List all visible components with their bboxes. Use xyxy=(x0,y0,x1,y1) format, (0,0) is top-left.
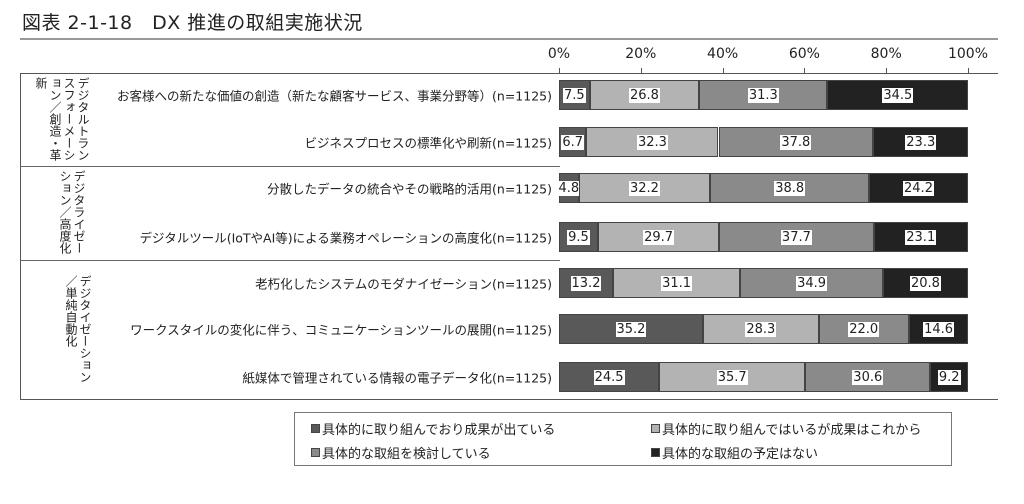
bar-segment: 7.5 xyxy=(559,80,590,110)
category-label: 紙媒体で管理されている情報の電子データ化(n=1125) xyxy=(242,370,552,386)
bar-segment: 37.8 xyxy=(718,127,874,157)
category-label: 分散したデータの統合やその戦略的活用(n=1125) xyxy=(267,181,552,197)
bar-segment: 32.3 xyxy=(586,127,719,157)
data-label: 31.1 xyxy=(661,275,693,291)
bar-segment: 26.8 xyxy=(589,80,700,110)
legend-label: 具体的な取組を検討している xyxy=(322,447,491,462)
legend-label: 具体的な取組の予定はない xyxy=(662,447,819,462)
bar-segment: 4.8 xyxy=(557,173,581,203)
data-label: 32.3 xyxy=(636,134,668,150)
legend-swatch xyxy=(311,448,320,457)
group-label: デジタイゼーション／単純自動化 xyxy=(64,275,92,383)
data-label: 37.8 xyxy=(780,134,812,150)
bar-segment: 9.5 xyxy=(559,222,598,252)
data-label: 32.2 xyxy=(628,180,660,196)
data-label: 9.5 xyxy=(567,229,590,245)
x-tick-mark xyxy=(722,68,724,73)
data-label: 14.6 xyxy=(923,321,955,337)
bar-segment: 31.3 xyxy=(699,80,828,110)
data-label: 23.1 xyxy=(905,229,937,245)
category-label: ビジネスプロセスの標準化や刷新(n=1125) xyxy=(304,135,552,151)
legend-swatch xyxy=(651,424,660,433)
bar-segment: 32.2 xyxy=(578,173,711,203)
bar-segment: 30.6 xyxy=(805,362,931,392)
category-label: デジタルツール(IoTやAI等)による業務オペレーションの高度化(n=1125) xyxy=(139,230,552,246)
data-label: 30.6 xyxy=(852,369,884,385)
chart-title: 図表 2-1-18 DX 推進の取組実施状況 xyxy=(22,12,363,34)
title-rule xyxy=(20,38,998,40)
legend-item: 具体的な取組の予定はない xyxy=(651,443,818,462)
data-label: 24.5 xyxy=(593,369,625,385)
x-tick-label: 100% xyxy=(947,46,989,62)
bar-segment: 35.7 xyxy=(659,362,806,392)
bar-segment: 38.8 xyxy=(710,173,870,203)
legend-swatch xyxy=(651,448,660,457)
data-label: 26.8 xyxy=(629,87,660,103)
data-label: 34.5 xyxy=(882,87,914,103)
data-label: 37.7 xyxy=(780,229,812,245)
bar-segment: 20.8 xyxy=(882,268,968,298)
bar-segment: 6.7 xyxy=(559,127,587,157)
x-tick-label: 60% xyxy=(788,46,820,62)
bar-segment: 28.3 xyxy=(702,314,819,344)
group-separator xyxy=(20,260,560,261)
x-tick-mark xyxy=(804,68,806,73)
bar-segment: 34.9 xyxy=(740,268,883,298)
x-tick-label: 40% xyxy=(707,46,739,62)
data-label: 4.8 xyxy=(557,180,581,196)
group-label: デジタルトランスフォーメーション／創造・革新 xyxy=(34,77,90,161)
bar-segment: 34.5 xyxy=(827,80,969,110)
data-label: 28.3 xyxy=(745,321,777,337)
data-label: 20.8 xyxy=(909,275,941,291)
data-label: 7.5 xyxy=(562,87,586,103)
data-label: 9.2 xyxy=(937,369,961,385)
legend-item: 具体的に取り組んではいるが成果はこれから xyxy=(651,419,921,438)
bar-segment: 24.2 xyxy=(869,173,968,203)
legend-swatch xyxy=(311,424,320,433)
x-tick-mark xyxy=(559,68,560,73)
x-tick-mark xyxy=(886,68,888,73)
category-label: お客様への新たな価値の創造（新たな顧客サービス、事業分野等）(n=1125) xyxy=(117,88,552,104)
x-tick-label: 20% xyxy=(625,46,657,62)
data-label: 24.2 xyxy=(903,180,934,196)
x-tick-mark xyxy=(968,68,969,73)
legend-label: 具体的に取り組んではいるが成果はこれから xyxy=(662,423,922,438)
category-label: 老朽化したシステムのモダナイゼーション(n=1125) xyxy=(255,276,552,292)
data-label: 6.7 xyxy=(561,134,585,150)
data-label: 38.8 xyxy=(774,180,806,196)
bar-segment: 14.6 xyxy=(908,314,969,344)
data-label: 23.3 xyxy=(905,134,937,150)
x-tick-label: 0% xyxy=(547,46,571,62)
bar-segment: 9.2 xyxy=(930,362,968,392)
bar-segment: 23.1 xyxy=(873,222,968,252)
legend: 具体的に取り組んでおり成果が出ている 具体的に取り組んではいるが成果はこれから 具体… xyxy=(294,412,952,466)
bar-segment: 24.5 xyxy=(559,362,660,392)
bar-segment: 37.7 xyxy=(719,222,874,252)
data-label: 31.3 xyxy=(747,87,779,103)
data-label: 35.7 xyxy=(716,369,748,385)
data-label: 35.2 xyxy=(615,321,647,337)
bar-segment: 13.2 xyxy=(559,268,613,298)
data-label: 22.0 xyxy=(848,321,880,337)
bar-segment: 29.7 xyxy=(597,222,720,252)
x-tick-label: 80% xyxy=(870,46,902,62)
group-label: デジタライゼーション／高度化 xyxy=(58,170,86,254)
legend-item: 具体的に取り組んでおり成果が出ている xyxy=(311,419,555,438)
bar-segment: 31.1 xyxy=(612,268,741,298)
data-label: 29.7 xyxy=(643,229,675,245)
bar-segment: 35.2 xyxy=(559,314,703,344)
data-label: 13.2 xyxy=(570,275,602,291)
category-label: ワークスタイルの変化に伴う、コミュニケーションツールの展開(n=1125) xyxy=(130,322,552,338)
x-tick-mark xyxy=(640,68,642,73)
legend-item: 具体的な取組を検討している xyxy=(311,443,491,462)
bar-segment: 23.3 xyxy=(873,127,969,157)
group-separator xyxy=(20,166,560,167)
legend-label: 具体的に取り組んでおり成果が出ている xyxy=(322,423,556,438)
data-label: 34.9 xyxy=(796,275,828,291)
chart-frame xyxy=(20,73,998,400)
bar-segment: 22.0 xyxy=(818,314,909,344)
